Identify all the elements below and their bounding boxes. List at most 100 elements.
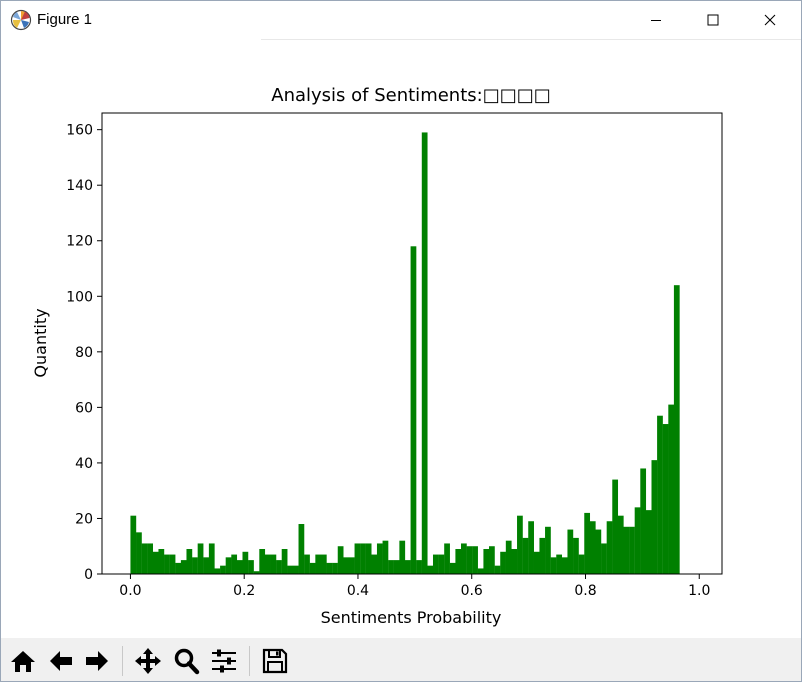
titlebar-divider (261, 39, 801, 40)
forward-button[interactable] (82, 646, 112, 676)
back-button[interactable] (46, 646, 76, 676)
histogram-bar (545, 526, 551, 574)
histogram-bar (617, 515, 624, 574)
pan-button[interactable] (133, 646, 163, 676)
x-axis-label: Sentiments Probability (321, 608, 502, 627)
navigation-toolbar (1, 638, 801, 681)
y-tick-label: 20 (75, 511, 93, 527)
histogram-bar (354, 543, 361, 574)
y-tick-label: 120 (66, 234, 93, 250)
pan-icon (135, 648, 161, 674)
histogram-bar (248, 560, 254, 574)
histogram-bar (489, 546, 495, 574)
zoom-button[interactable] (171, 646, 201, 676)
y-tick-label: 40 (75, 456, 93, 472)
histogram-bar (612, 479, 619, 574)
histogram-bar (287, 565, 294, 574)
histogram-bar (320, 554, 327, 574)
histogram-bar (404, 560, 411, 574)
histogram-bar (388, 560, 394, 574)
configure-subplots-button[interactable] (209, 646, 239, 676)
histogram-bar (360, 543, 366, 574)
zoom-icon (174, 648, 200, 675)
histogram-bar (410, 246, 417, 574)
histogram-bar (584, 512, 591, 574)
histogram-bar (517, 515, 523, 574)
histogram-bar (522, 537, 529, 574)
histogram-bar (432, 554, 439, 574)
histogram-bar (276, 560, 282, 574)
save-button[interactable] (260, 646, 290, 676)
bars-group (130, 132, 680, 574)
histogram-bar (651, 460, 658, 574)
histogram-bar (561, 557, 568, 574)
histogram-bar (416, 560, 422, 574)
histogram-bar (332, 562, 338, 574)
histogram-bar (578, 554, 585, 574)
histogram-bar (326, 562, 333, 574)
histogram-bar (365, 543, 372, 574)
histogram-bar (623, 526, 630, 574)
histogram-bar (242, 551, 249, 574)
histogram-bar (573, 537, 579, 574)
histogram-bar (601, 543, 607, 574)
histogram-bar (629, 526, 635, 574)
close-button[interactable] (747, 1, 793, 39)
minimize-button[interactable] (633, 1, 679, 39)
histogram-bar (668, 404, 675, 574)
chart-title: Analysis of Sentiments:□□□□ (271, 85, 550, 106)
title-bar[interactable]: Figure 1 (1, 1, 801, 39)
x-tick-label: 0.4 (347, 583, 369, 599)
home-button[interactable] (8, 646, 38, 676)
histogram-bar (259, 549, 266, 574)
histogram-bar (673, 285, 680, 574)
histogram-bar (500, 551, 506, 574)
histogram-bar (477, 568, 484, 574)
histogram-bar (136, 532, 142, 574)
histogram-bar (606, 521, 613, 574)
histogram-bar (399, 540, 406, 574)
histogram-bar (528, 521, 534, 574)
histogram-bar (192, 557, 198, 574)
histogram-bar (382, 540, 389, 574)
histogram-bar (595, 529, 602, 574)
histogram-bar (466, 546, 473, 574)
save-icon (262, 648, 288, 674)
home-icon (11, 651, 35, 672)
histogram-bar (292, 565, 299, 574)
histogram-bar (634, 507, 641, 574)
y-tick-label: 160 (66, 123, 93, 139)
histogram-bar (220, 565, 226, 574)
histogram-bar (197, 543, 204, 574)
histogram-bar (203, 557, 210, 574)
histogram-bar (640, 468, 647, 574)
minimize-icon (651, 20, 661, 21)
histogram-bar (556, 554, 563, 574)
maximize-button[interactable] (690, 1, 736, 39)
histogram-bar (186, 549, 193, 574)
x-tick-label: 0.6 (461, 583, 483, 599)
histogram-bar (164, 554, 170, 574)
figure-canvas[interactable]: Analysis of Sentiments:□□□□ 0.0 0.2 0.4 0.6… (1, 40, 801, 638)
histogram-bar (208, 543, 215, 574)
histogram-bar (662, 424, 669, 574)
y-axis-label: Quantity (31, 308, 50, 377)
histogram-bar (147, 543, 154, 574)
histogram-bar (550, 557, 557, 574)
maximize-icon (707, 14, 719, 26)
toolbar-separator (122, 646, 123, 676)
y-axis-ticks: 0 20 40 60 80 100 120 140 160 (66, 123, 102, 583)
histogram-bar (175, 562, 182, 574)
histogram-bar (315, 554, 322, 574)
back-arrow-icon (50, 651, 72, 671)
y-tick-label: 140 (66, 178, 93, 194)
window-title: Figure 1 (37, 11, 93, 28)
histogram-bar (270, 554, 277, 574)
histogram-bar (348, 557, 355, 574)
histogram-bar (141, 543, 148, 574)
histogram-bar (152, 551, 159, 574)
x-tick-label: 0.2 (233, 583, 255, 599)
histogram-bar (343, 557, 350, 574)
histogram-bar (444, 543, 450, 574)
forward-arrow-icon (86, 651, 108, 671)
